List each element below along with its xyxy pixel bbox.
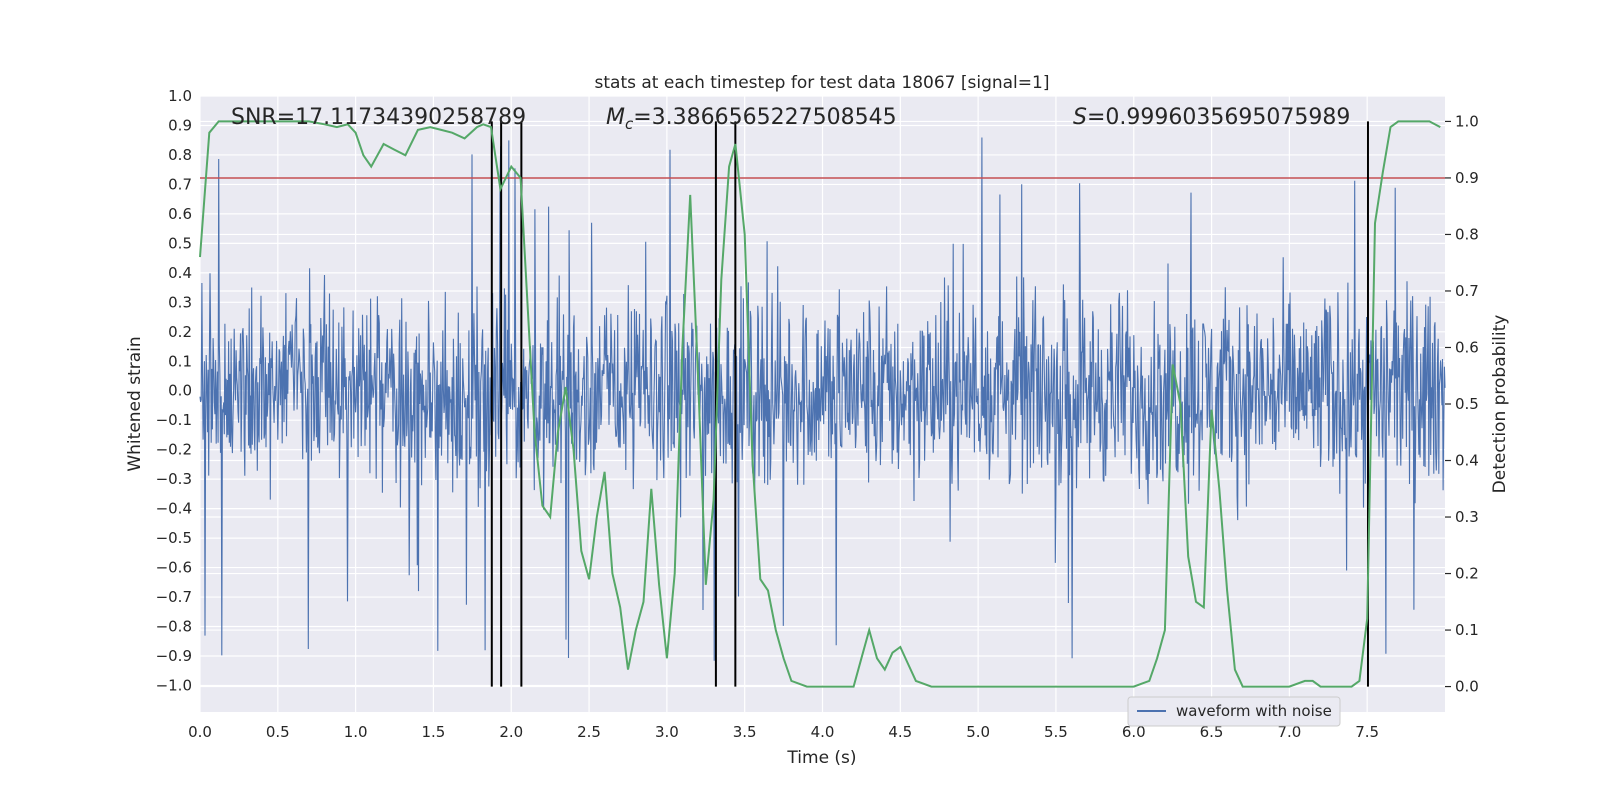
x-tick-label: 1.5 [422, 723, 446, 741]
y-right-tick-label: 0.9 [1455, 169, 1479, 187]
x-tick-label: 3.0 [655, 723, 679, 741]
y-left-tick-label: −0.2 [156, 441, 192, 459]
y-right-tick-label: 0.7 [1455, 282, 1479, 300]
y-left-tick-label: −0.5 [156, 529, 192, 547]
y-right-tick-label: 0.4 [1455, 452, 1479, 470]
x-tick-label: 1.0 [344, 723, 368, 741]
y-right-tick-label: 0.6 [1455, 338, 1479, 356]
x-tick-label: 7.5 [1355, 723, 1379, 741]
y-left-tick-label: 0.8 [168, 146, 192, 164]
mc-symbol: M [606, 105, 625, 130]
x-tick-label: 0.5 [266, 723, 290, 741]
y-right-tick-label: 0.0 [1455, 678, 1479, 696]
y-right-tick-label: 1.0 [1455, 112, 1479, 130]
waveform-line [199, 137, 1446, 661]
x-tick-label: 3.5 [733, 723, 757, 741]
y-right-axis-label: Detection probability [1490, 315, 1510, 494]
y-left-tick-label: −0.8 [156, 618, 192, 636]
y-right-tick-label: 0.1 [1455, 621, 1479, 639]
y-left-tick-label: 0.2 [168, 323, 192, 341]
y-left-axis-label: Whitened strain [125, 336, 145, 471]
x-tick-label: 2.5 [577, 723, 601, 741]
s-symbol: S [1073, 105, 1087, 130]
y-left-tick-label: −0.6 [156, 559, 192, 577]
legend-box [1127, 696, 1341, 727]
x-tick-label: 4.5 [888, 723, 912, 741]
waveform-series [199, 137, 1446, 661]
y-left-tick-label: 0.7 [168, 175, 192, 193]
y-left-tick-label: 0.6 [168, 205, 192, 223]
x-tick-label: 7.0 [1277, 723, 1301, 741]
s-value: =0.9996035695075989 [1087, 105, 1350, 130]
y-left-tick-label: −0.4 [156, 500, 192, 518]
s-annotation: S=0.9996035695075989 [1073, 105, 1350, 130]
chirp-mass-annotation: Mc=3.3866565227508545 [606, 105, 897, 133]
y-left-tick-label: 1.0 [168, 87, 192, 105]
y-left-tick-label: 0.5 [168, 234, 192, 252]
x-tick-label: 5.0 [966, 723, 990, 741]
chart-title: stats at each timestep for test data 180… [595, 73, 1050, 93]
y-right-tick-label: 0.5 [1455, 395, 1479, 413]
mc-value: =3.3866565227508545 [633, 105, 896, 130]
vertical-markers [490, 121, 1369, 687]
x-tick-label: 0.0 [188, 723, 212, 741]
y-right-tick-label: 0.2 [1455, 565, 1479, 583]
x-tick-label: 6.5 [1200, 723, 1224, 741]
x-tick-label: 6.0 [1122, 723, 1146, 741]
y-right-tick-label: 0.3 [1455, 508, 1479, 526]
y-left-tick-label: 0.3 [168, 293, 192, 311]
x-tick-label: 5.5 [1044, 723, 1068, 741]
legend-label-waveform: waveform with noise [1176, 702, 1332, 720]
x-tick-label: 2.0 [499, 723, 523, 741]
x-axis-label: Time (s) [786, 748, 856, 768]
mc-subscript: c [625, 115, 634, 133]
y-right-tick-label: 0.8 [1455, 225, 1479, 243]
snr-annotation: SNR=17.11734390258789 [231, 105, 526, 130]
x-tick-label: 4.0 [811, 723, 835, 741]
y-left-tick-label: 0.0 [168, 382, 192, 400]
x-axis-ticks: 0.0 0.5 1.0 1.5 2.0 2.5 3.0 3.5 4.0 4.5 5.0 5.5 6.0 6… [188, 723, 1379, 741]
probability-series [199, 120, 1441, 688]
legend: waveform with noise [1127, 696, 1341, 727]
y-left-tick-label: −0.3 [156, 470, 192, 488]
y-left-tick-label: 0.1 [168, 352, 192, 370]
y-left-tick-label: 0.9 [168, 116, 192, 134]
y-left-tick-label: −0.1 [156, 411, 192, 429]
probability-line [199, 120, 1441, 688]
y-left-tick-label: −0.9 [156, 647, 192, 665]
y-right-axis-ticks: 1.0 0.9 0.8 0.7 0.6 0.5 0.4 0.3 0.2 0.1 0.0 [1445, 112, 1479, 696]
y-left-axis-ticks: 1.0 0.9 0.8 0.7 0.6 0.5 0.4 0.3 0.2 0.1 0.0 −0.1 −0.… [156, 87, 192, 694]
y-left-tick-label: −0.7 [156, 588, 192, 606]
y-left-tick-label: 0.4 [168, 264, 192, 282]
y-left-tick-label: −1.0 [156, 676, 192, 694]
